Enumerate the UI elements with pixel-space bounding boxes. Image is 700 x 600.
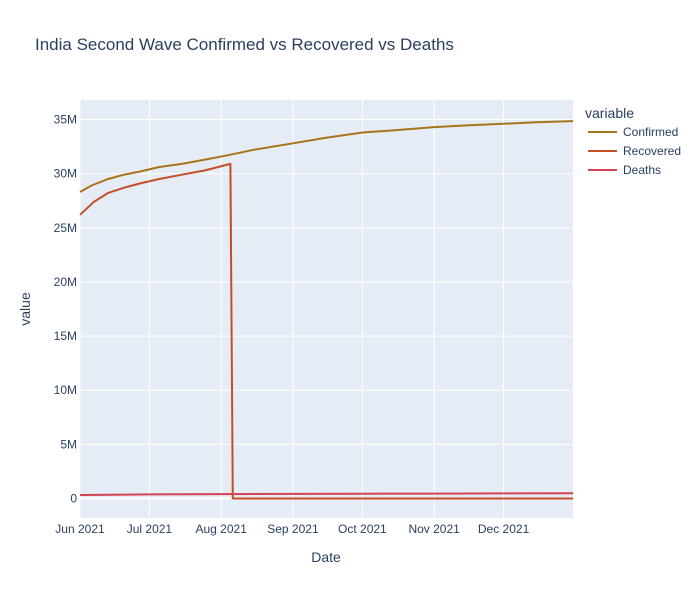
y-tick-label: 0 bbox=[70, 492, 77, 506]
plot-area[interactable] bbox=[80, 100, 573, 518]
y-tick-label: 15M bbox=[54, 329, 77, 343]
x-tick-label: Nov 2021 bbox=[408, 522, 460, 536]
x-tick-label: Jul 2021 bbox=[127, 522, 173, 536]
legend-label: Deaths bbox=[623, 163, 661, 177]
y-tick-label: 30M bbox=[54, 167, 77, 181]
legend-title: variable bbox=[585, 105, 634, 121]
y-axis-ticks: 0 5M 10M 15M 20M 25M 30M 35M bbox=[54, 112, 78, 505]
legend-label: Confirmed bbox=[623, 125, 678, 139]
series-line-recovered[interactable] bbox=[79, 162, 573, 500]
series-lines bbox=[79, 120, 574, 500]
x-tick-label: Jun 2021 bbox=[55, 522, 105, 536]
y-tick-label: 35M bbox=[54, 112, 77, 126]
y-axis-label: value bbox=[17, 292, 33, 326]
legend-item-confirmed[interactable]: Confirmed bbox=[588, 125, 678, 139]
legend[interactable]: variable Confirmed Recovered Deaths bbox=[585, 105, 681, 177]
series-line-deaths[interactable] bbox=[79, 492, 574, 496]
y-tick-label: 10M bbox=[54, 383, 77, 397]
legend-item-recovered[interactable]: Recovered bbox=[588, 144, 681, 158]
legend-item-deaths[interactable]: Deaths bbox=[588, 163, 661, 177]
y-tick-label: 5M bbox=[60, 437, 77, 451]
x-tick-label: Dec 2021 bbox=[478, 522, 530, 536]
y-tick-label: 25M bbox=[54, 221, 77, 235]
series-line-confirmed[interactable] bbox=[79, 120, 574, 193]
gridlines bbox=[79, 100, 573, 518]
x-axis-label: Date bbox=[311, 549, 341, 565]
x-tick-label: Sep 2021 bbox=[267, 522, 319, 536]
x-axis-ticks: Jun 2021 Jul 2021 Aug 2021 Sep 2021 Oct 2021… bbox=[55, 522, 529, 536]
y-tick-label: 20M bbox=[54, 275, 77, 289]
chart-title: India Second Wave Confirmed vs Recovered… bbox=[35, 35, 454, 54]
x-tick-label: Aug 2021 bbox=[195, 522, 247, 536]
x-tick-label: Oct 2021 bbox=[338, 522, 387, 536]
legend-label: Recovered bbox=[623, 144, 681, 158]
